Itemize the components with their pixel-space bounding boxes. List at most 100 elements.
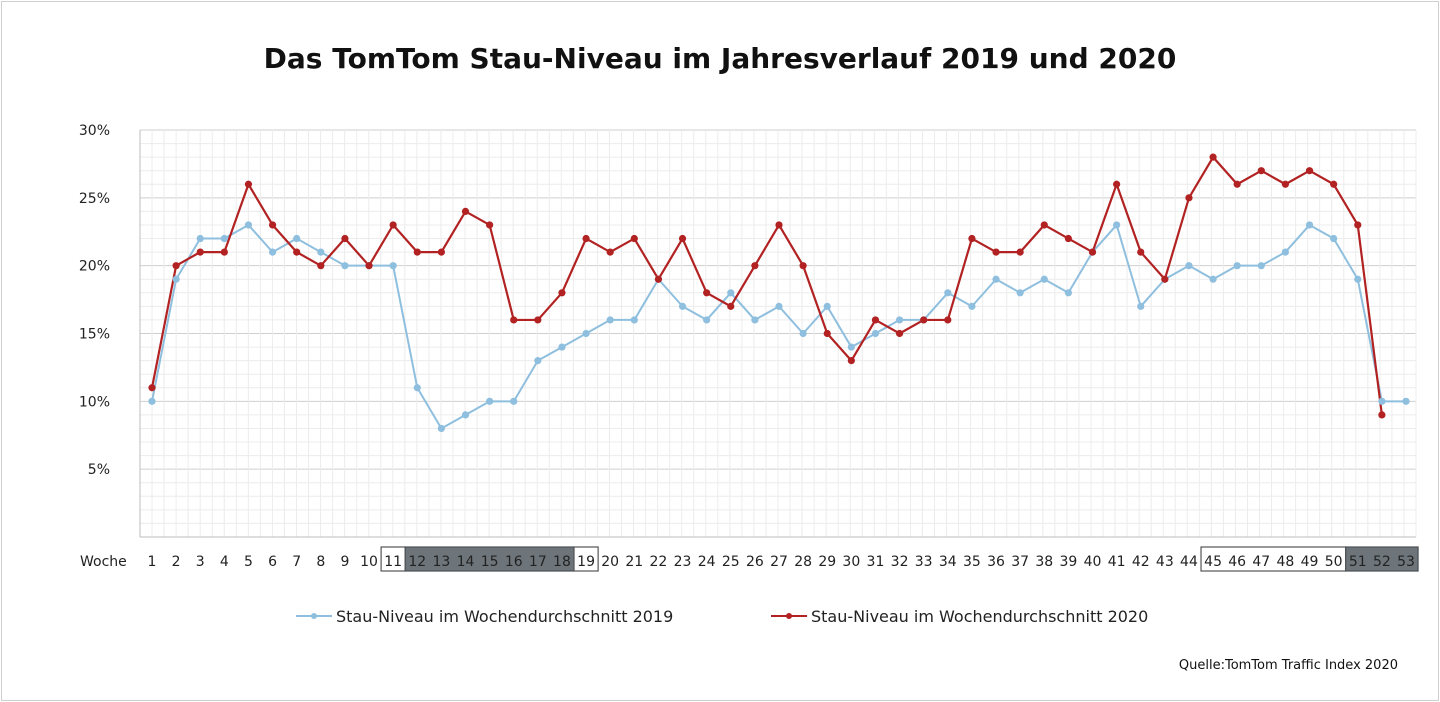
- data-point-series-0: [341, 262, 349, 270]
- data-point-series-0: [895, 316, 904, 324]
- data-point-series-0: [196, 234, 204, 243]
- data-point-series-1: [1209, 153, 1217, 161]
- highlight-band-outlined: [573, 546, 599, 572]
- data-point-series-0: [486, 397, 494, 405]
- data-point-series-1: [1354, 221, 1362, 229]
- data-point-series-0: [1330, 234, 1338, 243]
- data-point-series-0: [751, 316, 759, 324]
- x-tick-label: 26: [746, 554, 764, 570]
- data-point-series-0: [1040, 275, 1048, 283]
- data-point-series-1: [1137, 248, 1145, 256]
- x-tick-label: 41: [1108, 554, 1126, 570]
- data-point-series-1: [148, 384, 156, 392]
- data-point-series-0: [172, 275, 180, 283]
- x-tick-label: 51: [1349, 554, 1367, 570]
- data-point-series-1: [1281, 180, 1290, 188]
- data-point-series-1: [196, 248, 204, 256]
- data-point-series-1: [582, 234, 590, 243]
- x-tick-label: 53: [1397, 554, 1415, 570]
- x-tick-label: 1: [148, 554, 157, 570]
- x-tick-label: 34: [939, 554, 957, 570]
- data-point-series-1: [341, 234, 349, 243]
- highlight-band-dark: [404, 546, 575, 572]
- series-line-0: [151, 223, 1406, 430]
- x-tick-label: 14: [457, 554, 475, 570]
- data-point-series-1: [823, 329, 831, 338]
- y-axis-ticks: 5% 10% 15% 20% 25% 30%: [79, 123, 110, 478]
- x-tick-label: 22: [650, 554, 668, 570]
- data-point-series-1: [268, 221, 277, 229]
- data-point-series-0: [799, 329, 807, 338]
- grid: [139, 129, 1417, 538]
- data-point-series-1: [871, 316, 880, 324]
- data-point-series-0: [1233, 262, 1241, 270]
- y-tick-label: 10%: [79, 394, 110, 410]
- data-point-series-1: [1064, 234, 1072, 243]
- x-tick-label: 47: [1252, 554, 1270, 570]
- data-point-series-0: [1016, 289, 1024, 297]
- y-tick-label: 5%: [88, 462, 110, 478]
- data-point-series-0: [1185, 262, 1193, 270]
- data-point-series-1: [220, 248, 228, 256]
- data-point-series-0: [703, 316, 711, 324]
- data-point-series-0: [461, 411, 470, 419]
- x-tick-label: 28: [794, 554, 812, 570]
- data-point-series-0: [389, 262, 397, 270]
- data-point-series-0: [847, 343, 855, 351]
- x-tick-label: 17: [529, 554, 547, 570]
- series-points: [148, 153, 1410, 433]
- legend-item-2020: Stau-Niveau im Wochendurchschnitt 2020: [771, 606, 1148, 626]
- x-tick-label: 15: [481, 554, 499, 570]
- x-tick-label: 40: [1084, 554, 1102, 570]
- y-tick-label: 20%: [79, 259, 110, 275]
- x-tick-label: 8: [316, 554, 325, 570]
- data-point-series-0: [1113, 221, 1121, 229]
- data-point-series-1: [1161, 275, 1169, 283]
- x-tick-label: 25: [722, 554, 740, 570]
- data-point-series-0: [871, 329, 880, 338]
- data-point-series-1: [727, 302, 735, 310]
- legend-swatch-2020: [771, 606, 807, 626]
- x-tick-label: 35: [963, 554, 981, 570]
- data-point-series-1: [172, 262, 180, 270]
- x-tick-label: 18: [553, 554, 571, 570]
- data-point-series-1: [558, 289, 566, 297]
- y-tick-label: 30%: [79, 123, 110, 139]
- x-tick-label: 43: [1156, 554, 1174, 570]
- x-tick-label: 4: [220, 554, 229, 570]
- x-tick-label: 27: [770, 554, 788, 570]
- data-point-series-1: [895, 329, 904, 338]
- data-point-series-1: [1016, 248, 1024, 256]
- x-tick-label: 19: [577, 554, 595, 570]
- x-tick-label: 2: [172, 554, 181, 570]
- data-point-series-1: [1113, 180, 1121, 188]
- data-point-series-1: [293, 248, 301, 256]
- data-point-series-0: [582, 329, 590, 338]
- data-point-series-0: [413, 384, 421, 392]
- data-point-series-1: [606, 248, 614, 256]
- data-point-series-1: [944, 316, 952, 324]
- data-point-series-1: [1257, 167, 1265, 175]
- data-point-series-0: [630, 316, 638, 324]
- data-point-series-0: [727, 289, 735, 297]
- x-tick-label: 45: [1204, 554, 1222, 570]
- data-point-series-1: [317, 262, 325, 270]
- chart-title: Das TomTom Stau-Niveau im Jahresverlauf …: [263, 42, 1177, 75]
- data-point-series-0: [1281, 248, 1290, 256]
- data-point-series-1: [775, 221, 783, 229]
- data-point-series-1: [992, 248, 1000, 256]
- data-point-series-0: [678, 302, 687, 310]
- data-point-series-1: [461, 207, 470, 215]
- x-tick-label: 36: [987, 554, 1005, 570]
- data-point-series-1: [1305, 167, 1314, 175]
- data-point-series-1: [630, 234, 638, 243]
- x-tick-label: 5: [244, 554, 253, 570]
- data-point-series-0: [823, 302, 831, 310]
- x-tick-label: 24: [698, 554, 716, 570]
- x-tick-label: 46: [1228, 554, 1246, 570]
- data-point-series-1: [486, 221, 494, 229]
- data-point-series-0: [558, 343, 566, 351]
- y-tick-label: 15%: [79, 327, 110, 343]
- data-point-series-0: [317, 248, 325, 256]
